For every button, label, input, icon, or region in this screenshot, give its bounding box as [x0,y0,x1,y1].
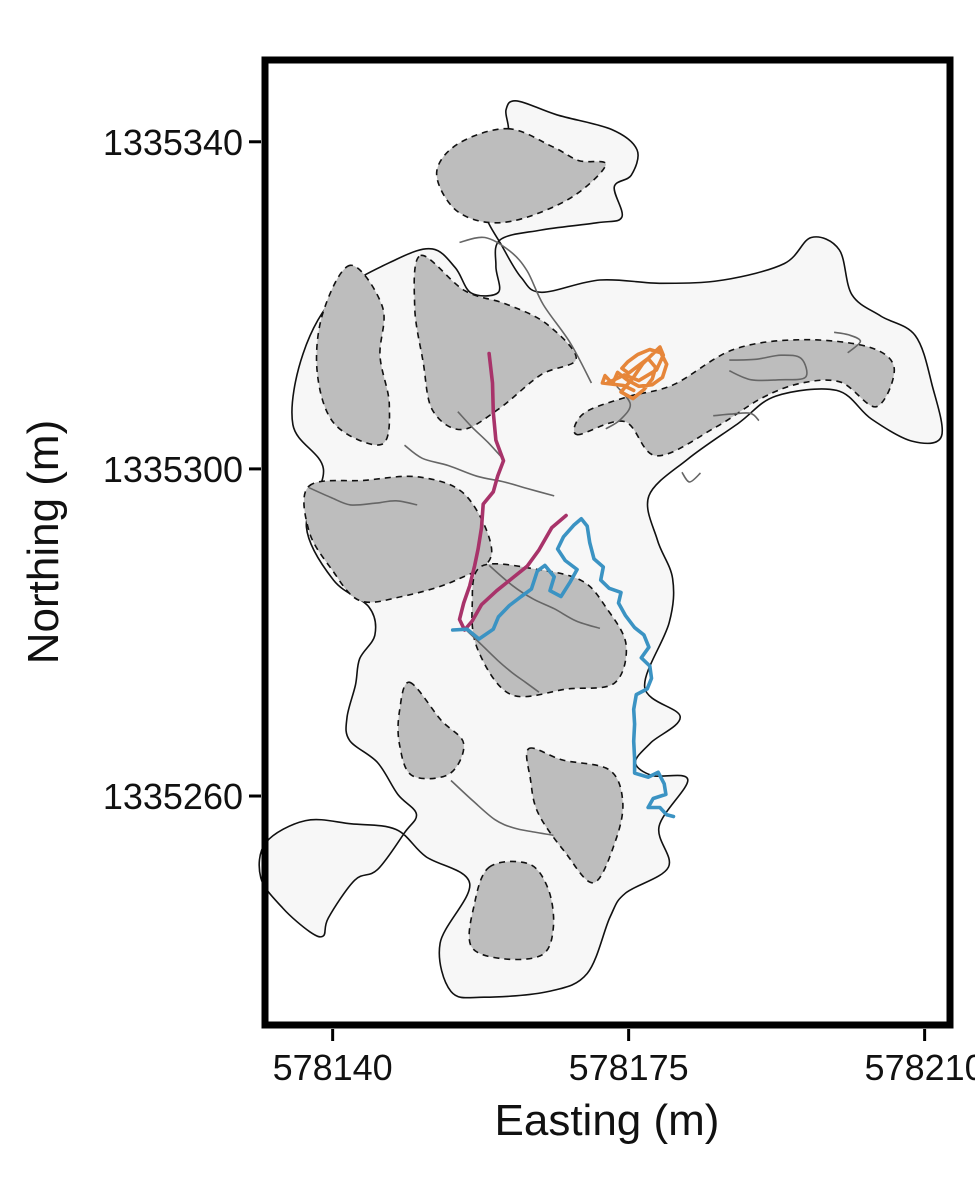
y-tick-label: 1335260 [103,776,243,817]
x-tick-label: 578175 [569,1047,689,1088]
inner-region-patch [397,681,465,780]
y-axis-title: Northing (m) [19,420,68,665]
contour-line [713,412,760,422]
inner-region-patch [435,127,607,224]
plot-panel-border [261,56,954,1029]
track-layer [450,345,676,819]
y-axis: 1335260 1335300 1335340 [103,122,261,817]
contour-line [681,471,702,483]
inner-region-patch [525,747,624,884]
contour-line [308,486,418,506]
inner-region-patch [468,860,555,961]
y-tick-label: 1335300 [103,449,243,490]
contour-line [404,444,555,497]
x-tick-label: 578210 [865,1047,975,1088]
contour-line [465,629,540,693]
contour-line [488,564,601,630]
inner-region-patch [573,338,896,457]
contour-line [728,354,808,382]
inner-region-patch [315,264,391,446]
contour-line [833,331,862,354]
contour-line [457,411,503,458]
x-axis: 578140 578175 578210 [273,1029,975,1088]
movement-track-line [600,345,669,401]
movement-track-line [457,351,568,632]
contour-line-layer [308,236,862,837]
inner-region-patch [303,475,493,604]
contour-line [450,779,554,837]
x-axis-title: Easting (m) [495,1096,720,1145]
x-tick-label: 578140 [273,1047,393,1088]
inner-region-layer [303,127,896,961]
movement-track-line [450,517,676,819]
contour-line [459,236,593,384]
inner-region-patch [413,254,577,431]
y-tick-label: 1335340 [103,122,243,163]
